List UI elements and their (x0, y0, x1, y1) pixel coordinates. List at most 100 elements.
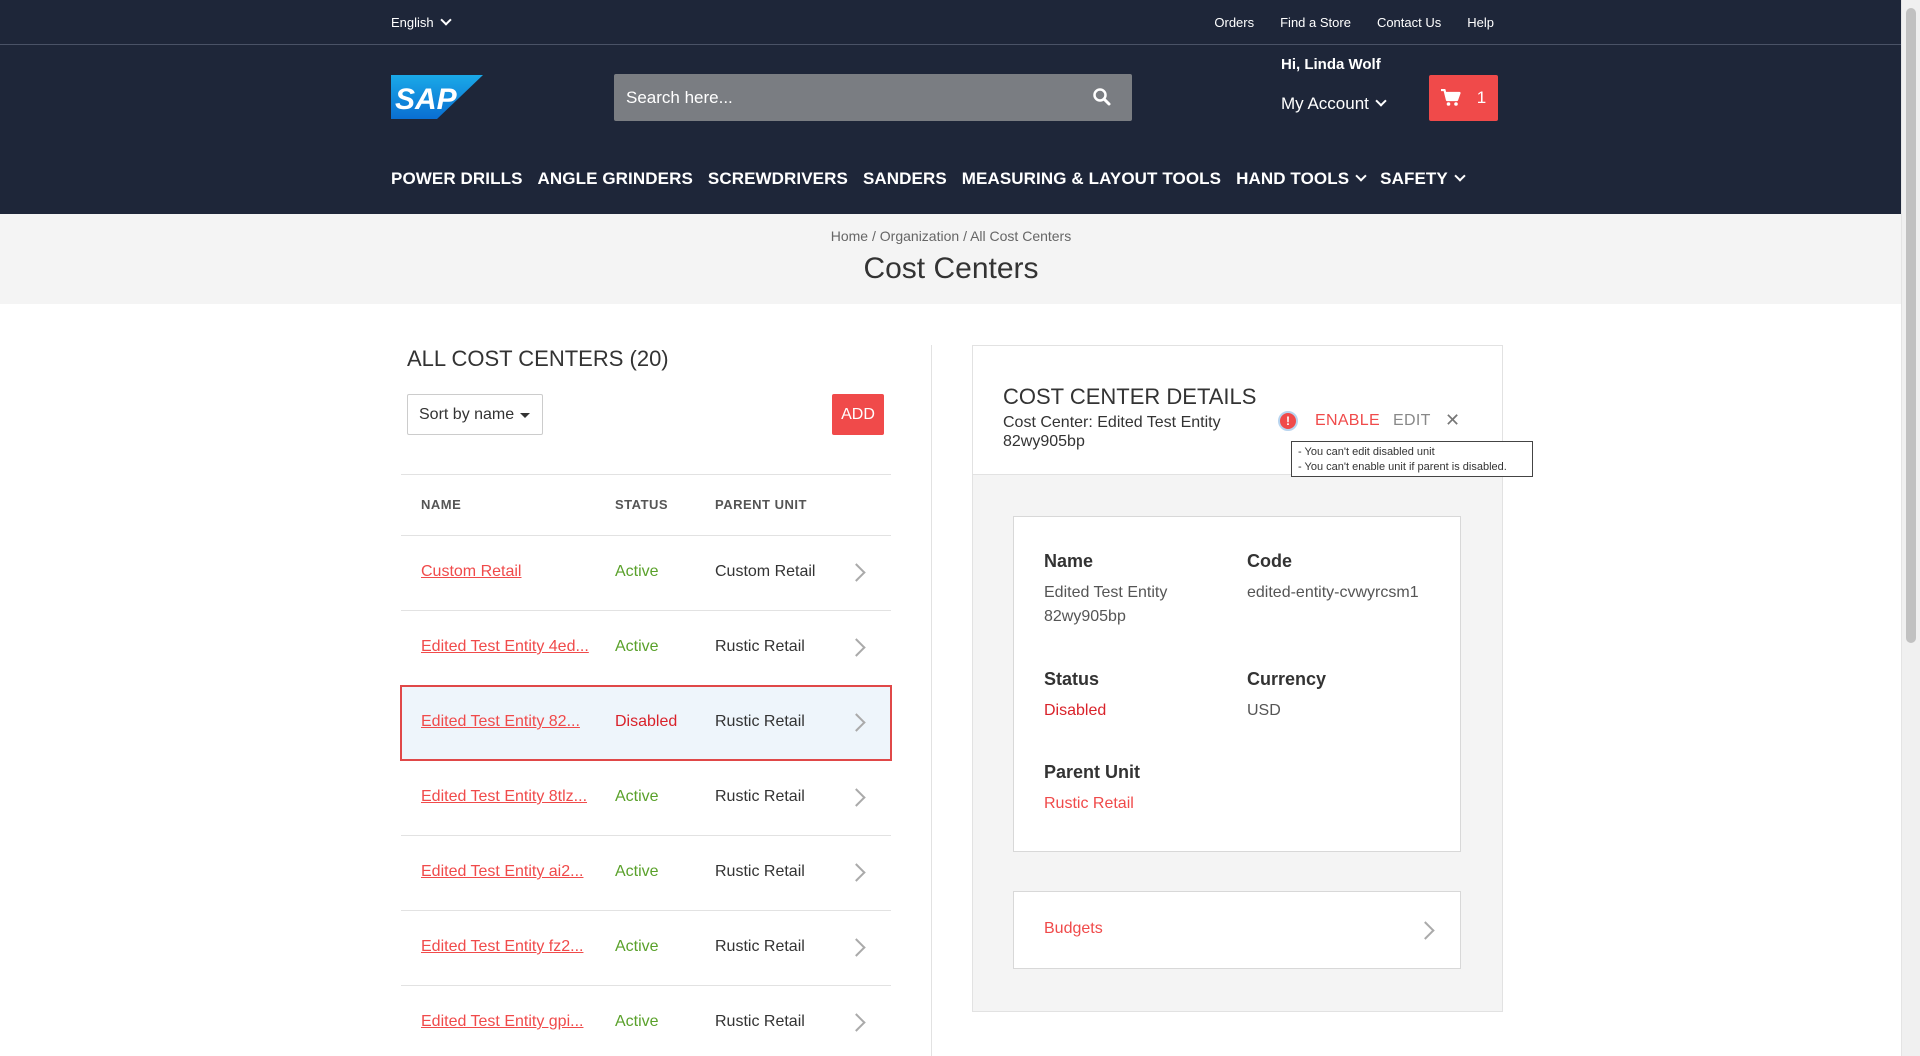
currency-value: USD (1247, 702, 1281, 719)
info-icon[interactable]: ! (1278, 411, 1298, 431)
row-status: Active (615, 938, 659, 955)
row-status: Active (615, 863, 659, 880)
table-row[interactable]: Edited Test Entity gpi... Active Rustic … (401, 986, 891, 1056)
contact-us-link[interactable]: Contact Us (1376, 15, 1442, 30)
list-title: ALL COST CENTERS (20) (407, 346, 669, 371)
table-row-selected[interactable]: Edited Test Entity 82... Disabled Rustic… (400, 685, 892, 761)
chevron-right-icon[interactable] (847, 863, 866, 882)
chevron-right-icon[interactable] (847, 788, 866, 807)
search-icon[interactable] (1092, 87, 1112, 107)
cart-icon (1440, 89, 1461, 106)
table-row[interactable]: Custom Retail Active Custom Retail (401, 536, 891, 611)
cart-button[interactable]: 1 (1429, 75, 1498, 121)
breadcrumb-organization[interactable]: Organization (879, 228, 960, 244)
chevron-right-icon[interactable] (847, 638, 866, 657)
budgets-label: Budgets (1044, 920, 1103, 937)
nav-measuring-layout-tools[interactable]: MEASURING & LAYOUT TOOLS (961, 169, 1222, 188)
disabled-tooltip: - You can't edit disabled unit - You can… (1291, 441, 1533, 477)
row-parent-unit: Rustic Retail (715, 863, 805, 880)
details-header: COST CENTER DETAILS Cost Center: Edited … (973, 346, 1533, 477)
panel-divider (931, 345, 932, 1056)
nav-angle-grinders[interactable]: ANGLE GRINDERS (537, 169, 693, 188)
row-name-link[interactable]: Edited Test Entity 8tlz... (421, 788, 588, 805)
chevron-down-icon (1454, 170, 1466, 182)
nav-sanders[interactable]: SANDERS (862, 169, 947, 188)
column-header-parent-unit: PARENT UNIT (715, 497, 807, 512)
nav-hand-tools[interactable]: HAND TOOLS (1236, 169, 1367, 189)
orders-link[interactable]: Orders (1214, 15, 1255, 30)
row-status: Active (615, 1013, 659, 1030)
sap-logo[interactable]: SAP (391, 75, 483, 119)
nav-screwdrivers[interactable]: SCREWDRIVERS (707, 169, 848, 188)
my-account-menu[interactable]: My Account (1281, 94, 1387, 114)
chevron-right-icon (1416, 921, 1435, 940)
nav-safety[interactable]: SAFETY (1380, 169, 1466, 189)
row-status: Active (615, 563, 659, 580)
row-parent-unit: Rustic Retail (715, 938, 805, 955)
scrollbar-thumb[interactable] (1906, 8, 1916, 643)
row-name-link[interactable]: Edited Test Entity gpi... (421, 1013, 584, 1030)
row-parent-unit: Rustic Retail (715, 1013, 805, 1030)
row-name-link[interactable]: Edited Test Entity fz2... (421, 938, 584, 955)
search-input[interactable]: Search here... (626, 88, 733, 107)
chevron-right-icon[interactable] (847, 713, 866, 732)
status-value: Disabled (1044, 702, 1107, 719)
table-row[interactable]: Edited Test Entity 8tlz... Active Rustic… (401, 761, 891, 836)
nav-power-drills[interactable]: POWER DRILLS (391, 169, 523, 188)
table-row[interactable]: Edited Test Entity 4ed... Active Rustic … (401, 611, 891, 686)
tooltip-line: - You can't enable unit if parent is dis… (1298, 461, 1507, 473)
help-link[interactable]: Help (1467, 15, 1494, 30)
user-greeting: Hi, Linda Wolf (1281, 56, 1381, 73)
language-selector[interactable]: English (391, 14, 452, 30)
code-label: Code (1247, 551, 1292, 571)
page-title: Cost Centers (863, 252, 1039, 285)
cost-center-table: NAME STATUS PARENT UNIT Custom Retail Ac… (400, 474, 892, 1056)
breadcrumb: Home / Organization / All Cost Centers (0, 228, 1902, 244)
chevron-right-icon[interactable] (847, 938, 866, 957)
row-status: Active (615, 638, 659, 655)
table-row[interactable]: Edited Test Entity fz2... Active Rustic … (401, 911, 891, 986)
table-header: NAME STATUS PARENT UNIT (401, 474, 891, 536)
details-subtitle: Cost Center: Edited Test Entity 82wy905b… (1003, 414, 1221, 450)
budgets-link-card[interactable]: Budgets (1013, 891, 1461, 969)
language-label: English (391, 15, 434, 30)
row-parent-unit: Rustic Retail (715, 713, 805, 730)
breadcrumb-home[interactable]: Home (830, 228, 869, 244)
row-name-link[interactable]: Edited Test Entity ai2... (421, 863, 584, 880)
my-account-label: My Account (1281, 94, 1369, 113)
chevron-right-icon[interactable] (847, 1013, 866, 1032)
row-name-link[interactable]: Edited Test Entity 82... (421, 713, 580, 730)
top-bar: English Orders Find a Store Contact Us H… (0, 0, 1902, 45)
table-row[interactable]: Edited Test Entity ai2... Active Rustic … (401, 836, 891, 911)
add-button[interactable]: ADD (832, 394, 884, 435)
svg-text:SAP: SAP (395, 83, 458, 116)
find-store-link[interactable]: Find a Store (1280, 15, 1351, 30)
sap-logo-icon: SAP (391, 75, 483, 119)
name-label: Name (1044, 551, 1094, 571)
enable-button[interactable]: ENABLE (1315, 412, 1380, 429)
chevron-right-icon[interactable] (847, 563, 866, 582)
row-name-link[interactable]: Custom Retail (421, 563, 522, 580)
search-box[interactable]: Search here... (614, 74, 1132, 121)
chevron-down-icon (1355, 170, 1367, 182)
row-parent-unit: Rustic Retail (715, 638, 805, 655)
column-header-name: NAME (421, 497, 462, 512)
close-icon[interactable]: ✕ (1445, 410, 1461, 430)
row-parent-unit: Custom Retail (715, 563, 816, 580)
cart-count: 1 (1476, 88, 1487, 107)
row-status: Active (615, 788, 659, 805)
details-title: COST CENTER DETAILS (1003, 384, 1257, 409)
edit-button[interactable]: EDIT (1393, 412, 1431, 429)
cost-center-details-panel: COST CENTER DETAILS Cost Center: Edited … (972, 345, 1533, 1012)
chevron-down-icon (439, 14, 452, 26)
row-name-link[interactable]: Edited Test Entity 4ed... (421, 638, 589, 655)
breadcrumb-current: All Cost Centers (970, 228, 1072, 244)
top-links: Orders Find a Store Contact Us Help (1214, 15, 1494, 30)
parent-unit-link[interactable]: Rustic Retail (1044, 795, 1134, 812)
row-parent-unit: Rustic Retail (715, 788, 805, 805)
code-value: edited-entity-cvwyrcsm1 (1247, 584, 1419, 601)
main-header: SAP Search here... Hi, Linda Wolf My Acc… (0, 45, 1902, 214)
sort-dropdown[interactable]: Sort by name (407, 394, 543, 435)
page-scrollbar[interactable] (1901, 0, 1920, 1056)
